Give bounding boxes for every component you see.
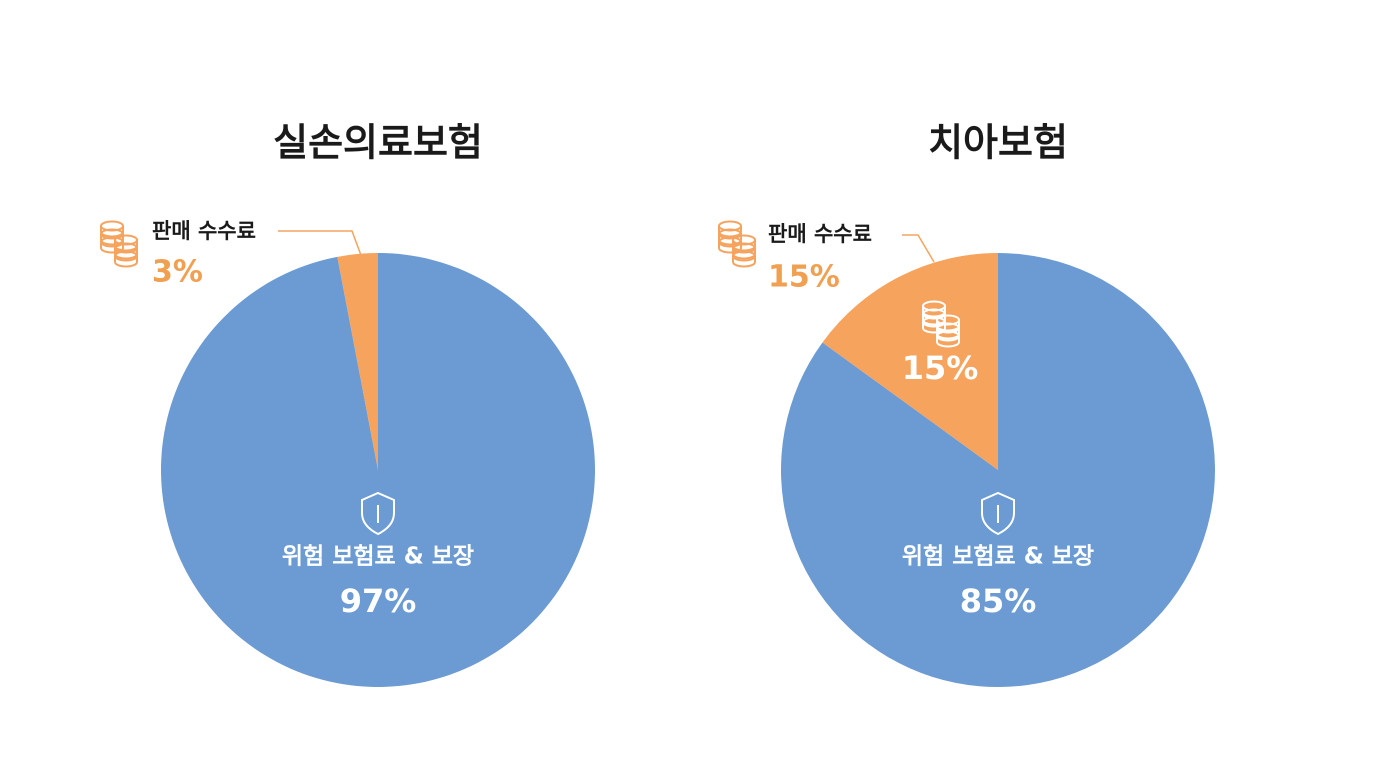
slice-category-label: 판매 수수료 <box>768 222 872 246</box>
slice-value-label: 15% <box>902 349 979 387</box>
slice-value-label: 3% <box>152 255 203 290</box>
coins-icon <box>922 300 960 348</box>
slice-category-label: 위험 보험료 & 보장 <box>902 544 1094 570</box>
pie-slice <box>822 253 998 470</box>
coin-side <box>100 242 124 254</box>
coin-side <box>718 242 742 254</box>
coin-side <box>732 256 756 268</box>
slice-category-label: 위험 보험료 & 보장 <box>282 544 474 570</box>
coins-icon <box>100 220 138 268</box>
coins-icon <box>718 220 756 268</box>
coin-side <box>114 256 138 268</box>
coin-side <box>922 322 946 334</box>
slice-value-label: 15% <box>768 260 840 295</box>
shield-icon <box>361 491 395 536</box>
slice-value-label: 97% <box>340 582 417 620</box>
shield <box>361 491 395 536</box>
leader-line <box>902 234 935 263</box>
shield <box>981 491 1015 536</box>
leader-line <box>278 230 363 259</box>
coin-side <box>936 336 960 348</box>
chart-title: 치아보험 <box>928 121 1068 165</box>
pie-slice <box>337 253 378 470</box>
slice-value-label: 85% <box>960 582 1037 620</box>
slice-category-label: 판매 수수료 <box>152 219 256 243</box>
shield-icon <box>981 491 1015 536</box>
pie-slice <box>780 253 1215 687</box>
chart-title: 실손의료보험 <box>273 121 483 165</box>
